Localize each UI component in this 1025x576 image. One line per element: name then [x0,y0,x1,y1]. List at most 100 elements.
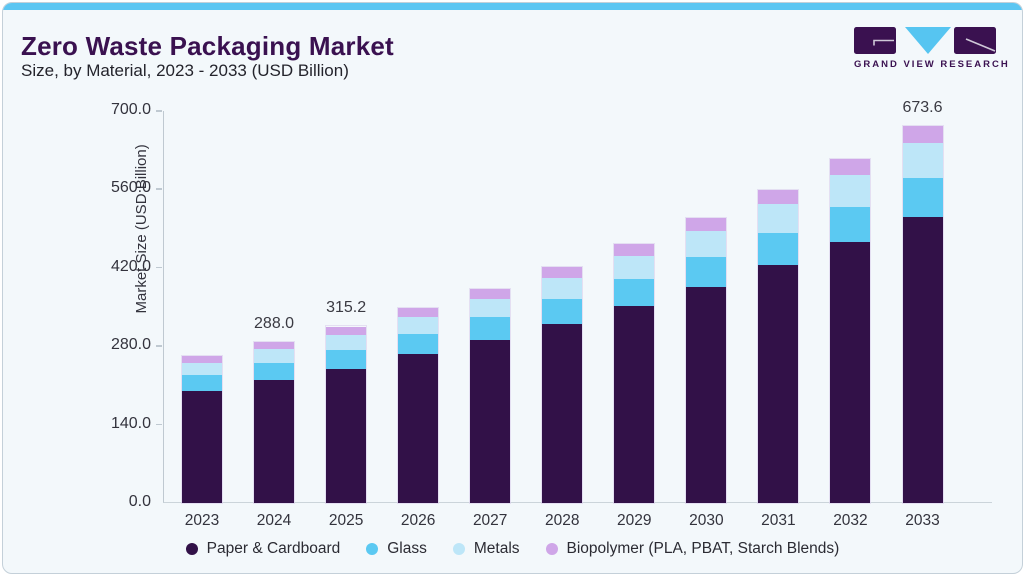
y-tick-label: 0.0 [128,493,151,510]
bar-2027-segment [470,298,511,318]
y-axis-title: Market Size (USD Billion) [133,144,151,314]
bar-2033-segment [902,142,943,179]
y-tick-label: 280.0 [110,336,151,354]
x-label-2024: 2024 [256,512,292,529]
bar-2031-segment [758,265,799,503]
bar-2023-segment [182,391,222,503]
legend-label: Glass [387,540,427,557]
y-tick-mark [156,423,162,426]
bar-2023-segment [182,363,222,376]
total-label-2024: 288.0 [254,314,295,332]
bar-2029-segment [614,306,655,503]
legend-item: Biopolymer (PLA, PBAT, Starch Blends) [545,540,840,558]
bar-2028-segment [542,278,583,300]
y-tick-mark [156,345,162,347]
page-title: Zero Waste Packaging Market [21,31,394,61]
bar-2031-segment [758,204,799,234]
bar-2032-segment [830,174,871,207]
bar-2025-segment [326,350,367,369]
bar-2033-segment [902,178,943,217]
bar-2032-segment [830,159,871,175]
legend-dot-icon [452,543,465,555]
bar-2026-segment [398,317,439,335]
total-label-2025: 315.2 [326,299,367,317]
legend-dot-icon [545,543,558,555]
bar-2026-segment [398,307,439,318]
bar-2032-segment [830,241,871,503]
bar-2023-segment [182,356,222,364]
bar-2028 [542,267,583,503]
legend-item: Metals [452,540,520,558]
top-accent-bar [3,3,1022,10]
bar-2026 [398,307,439,503]
bar-2028-segment [542,299,583,324]
bar-2027-segment [470,317,511,340]
y-tick-label: 420.0 [110,257,151,275]
x-label-2030: 2030 [689,512,724,529]
x-label-2031: 2031 [761,512,796,529]
bar-2029-segment [614,279,655,307]
y-tick-label: 140.0 [110,414,151,432]
bar-2033-segment [902,125,943,143]
bar-2025 [326,326,367,503]
bar-2033 [902,125,943,503]
bar-2027-segment [470,339,511,503]
bar-2031-segment [758,190,799,205]
bar-2025-segment [326,368,367,503]
x-label-2025: 2025 [328,512,364,529]
bar-2030-segment [686,286,727,503]
bar-2032-segment [830,206,871,242]
bar-2024-segment [254,349,295,364]
bar-2027-segment [470,288,511,299]
bar-2024-segment [254,380,295,503]
bar-2028-segment [542,323,583,503]
x-label-2026: 2026 [400,512,436,529]
x-label-2032: 2032 [833,512,868,529]
bar-2030-segment [686,231,727,258]
bar-2030 [686,218,727,503]
legend-item: Glass [366,540,427,558]
bar-2029 [614,244,655,503]
bar-2030-segment [686,257,727,287]
legend-label: Metals [473,540,520,557]
gvr-logo-icon [854,27,996,54]
bar-2026-segment [398,354,439,503]
bar-2033-segment [902,216,943,503]
bar-2023 [182,356,222,503]
x-label-2023: 2023 [184,512,220,529]
bar-2030-segment [686,218,727,232]
legend-label: Paper & Cardboard [206,540,341,557]
y-tick-mark [156,110,162,112]
bar-2023-segment [182,375,222,391]
bar-2025-segment [326,334,367,351]
brand-logo: GRAND VIEW RESEARCH [854,25,1010,70]
page-subtitle: Size, by Material, 2023 - 2033 (USD Bill… [21,61,349,80]
bar-2029-segment [614,255,655,280]
bar-2024 [254,341,295,503]
bar-2029-segment [614,244,655,256]
bar-2032 [830,159,871,503]
legend: Paper & Cardboard Glass Metals Biopolymer (… [3,540,1022,558]
y-tick-mark [156,188,162,190]
bar-2031 [758,190,799,503]
bar-2031-segment [758,233,799,266]
bar-2024-segment [254,363,295,381]
bar-2028-segment [542,267,583,279]
x-label-2028: 2028 [545,512,580,529]
legend-item: Paper & Cardboard [185,540,341,558]
y-tick-label: 560.0 [110,179,151,197]
y-tick-label: 700.0 [110,101,151,118]
y-tick-mark [156,266,162,269]
gvr-wordmark: GRAND VIEW RESEARCH [854,59,1010,70]
bar-2027 [470,288,511,503]
x-label-2027: 2027 [472,512,508,529]
legend-label: Biopolymer (PLA, PBAT, Starch Blends) [566,540,840,557]
x-label-2033: 2033 [905,512,940,529]
bar-2026-segment [398,334,439,355]
legend-dot-icon [366,543,379,555]
total-label-2033: 673.6 [902,98,943,116]
bar-2024-segment [254,341,295,350]
bar-2025-segment [326,326,367,335]
x-label-2029: 2029 [617,512,652,529]
